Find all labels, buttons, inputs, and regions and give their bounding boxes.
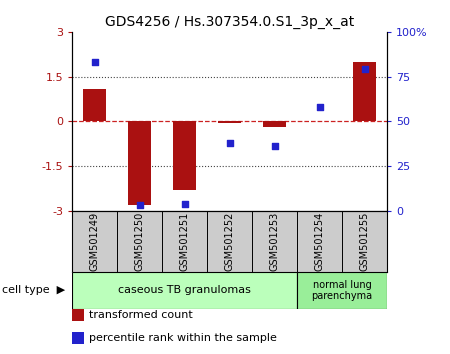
Point	[91, 59, 98, 65]
Bar	[353, 62, 376, 121]
Bar	[263, 121, 286, 127]
Text: transformed count: transformed count	[89, 310, 193, 320]
Text: cell type  ▶: cell type ▶	[2, 285, 65, 295]
Point	[271, 143, 278, 149]
Text: GSM501251: GSM501251	[180, 212, 189, 271]
Text: GSM501250: GSM501250	[135, 212, 144, 271]
Text: GSM501253: GSM501253	[270, 212, 279, 271]
Text: normal lung
parenchyma: normal lung parenchyma	[311, 280, 373, 301]
Bar	[72, 272, 297, 309]
Bar	[72, 309, 84, 321]
Bar	[173, 121, 196, 190]
Point	[361, 67, 368, 72]
Text: GSM501252: GSM501252	[225, 212, 234, 271]
Point	[136, 202, 143, 208]
Bar	[72, 332, 84, 344]
Bar	[83, 88, 106, 121]
Text: GSM501249: GSM501249	[90, 212, 99, 271]
Point	[316, 104, 323, 110]
Text: percentile rank within the sample: percentile rank within the sample	[89, 333, 277, 343]
Bar	[128, 121, 151, 205]
Text: GSM501254: GSM501254	[315, 212, 324, 271]
Text: GSM501255: GSM501255	[360, 212, 369, 271]
Bar	[218, 121, 241, 123]
Text: caseous TB granulomas: caseous TB granulomas	[118, 285, 251, 295]
Point	[226, 140, 233, 145]
Point	[181, 201, 188, 206]
Bar	[297, 272, 387, 309]
Title: GDS4256 / Hs.307354.0.S1_3p_x_at: GDS4256 / Hs.307354.0.S1_3p_x_at	[105, 16, 354, 29]
